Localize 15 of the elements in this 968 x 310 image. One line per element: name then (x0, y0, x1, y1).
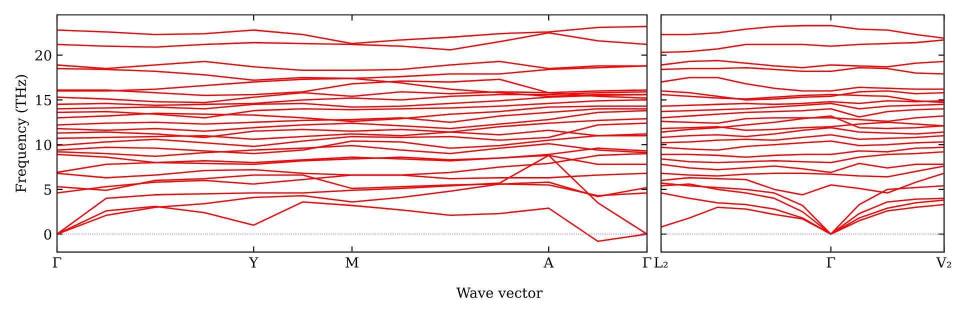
x-tick-label: A (544, 257, 554, 268)
x-tick-label: Γ (642, 257, 652, 268)
x-tick-label: Γ (826, 257, 836, 268)
x-tick-label: M (346, 257, 358, 268)
x-tick-label: Y (248, 257, 258, 268)
y-axis-title: Frequency (THz) (15, 75, 29, 192)
y-tick-label: 15 (36, 94, 52, 106)
x-tick-label: V₂ (936, 257, 952, 268)
y-tick-label: 0 (44, 229, 52, 240)
x-tick-label: L₂ (654, 257, 668, 268)
x-tick-label: Γ (52, 257, 62, 268)
y-tick-label: 20 (35, 50, 52, 61)
y-tick-label: 10 (36, 140, 52, 150)
x-axis-title: Wave vector (456, 288, 543, 298)
y-tick-label: 5 (44, 184, 52, 195)
